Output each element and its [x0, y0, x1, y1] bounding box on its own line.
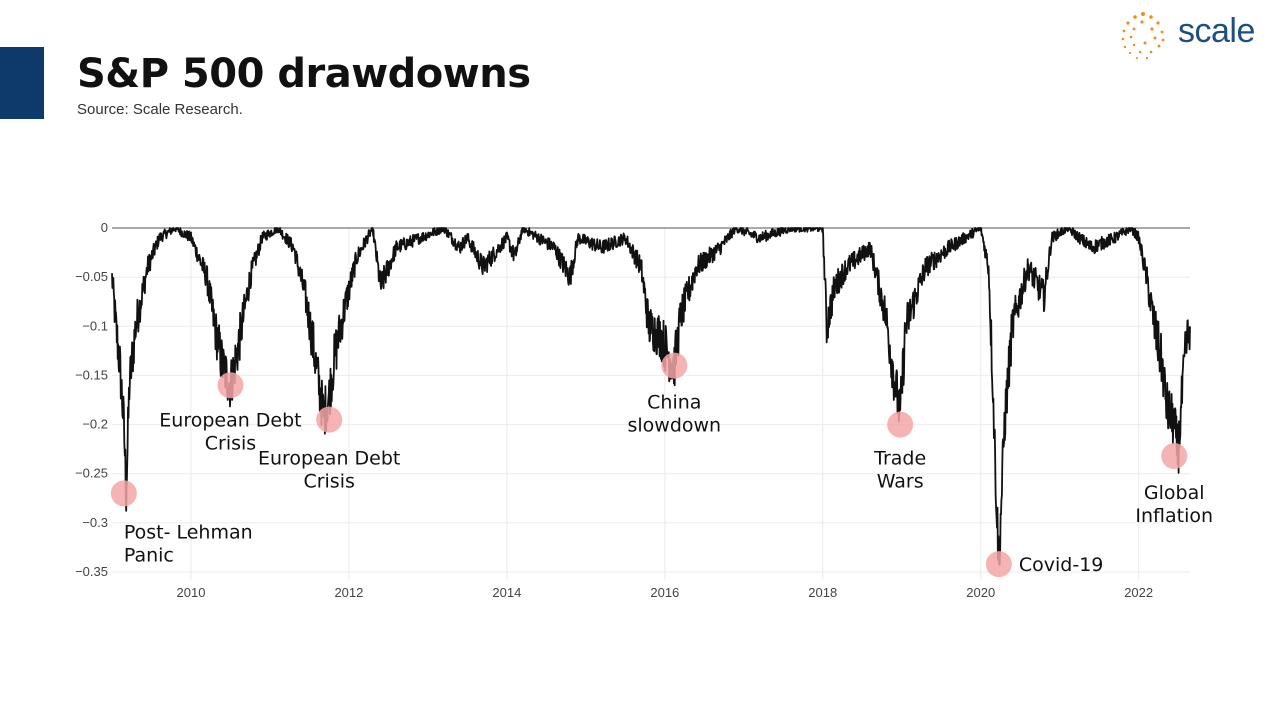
- event-marker: [985, 551, 1012, 578]
- dotted-sphere-icon: [1121, 12, 1165, 60]
- x-tick-label: 2010: [177, 585, 206, 600]
- event-marker: [661, 352, 688, 379]
- event-label: China: [647, 392, 701, 414]
- x-tick-label: 2018: [808, 585, 837, 600]
- event-marker: [217, 372, 244, 399]
- event-label: Inflation: [1135, 505, 1213, 527]
- page-title: S&P 500 drawdowns: [77, 51, 531, 97]
- x-tick-label: 2020: [966, 585, 995, 600]
- page-subtitle: Source: Scale Research.: [77, 101, 243, 118]
- x-tick-label: 2016: [650, 585, 679, 600]
- x-tick-label: 2014: [492, 585, 521, 600]
- event-label: slowdown: [627, 415, 721, 437]
- event-marker: [887, 411, 914, 438]
- logo-wordmark: scale: [1178, 12, 1255, 50]
- drawdown-line: [111, 227, 1191, 566]
- event-label: Global: [1144, 482, 1205, 504]
- title-accent-bar: [0, 47, 44, 119]
- y-tick-label: 0: [101, 220, 108, 235]
- series-layer: [111, 227, 1191, 566]
- event-label: Post- Lehman: [124, 521, 253, 543]
- axes: 0 −0.05 −0.1 −0.15 −0.2 −0.25 −0.3 −0.35 2010 201…: [75, 220, 1190, 600]
- event-label: European Debt: [258, 448, 400, 470]
- x-tick-label: 2022: [1124, 585, 1153, 600]
- scale-logo: scale: [1118, 8, 1278, 64]
- y-tick-label: −0.1: [82, 318, 108, 333]
- y-tick-label: −0.35: [75, 564, 108, 579]
- event-marker: [1161, 443, 1188, 470]
- event-label: Panic: [124, 544, 174, 566]
- y-tick-label: −0.05: [75, 269, 108, 284]
- event-label: Covid-19: [1019, 554, 1104, 576]
- y-tick-label: −0.2: [82, 417, 108, 432]
- event-label: Crisis: [303, 471, 354, 493]
- x-tick-label: 2012: [334, 585, 363, 600]
- event-label: Trade: [873, 448, 926, 470]
- y-tick-label: −0.25: [75, 466, 108, 481]
- event-label: Wars: [877, 471, 924, 493]
- event-marker: [316, 406, 343, 433]
- y-tick-label: −0.15: [75, 367, 108, 382]
- event-label: European Debt: [159, 409, 301, 431]
- y-tick-label: −0.3: [82, 515, 108, 530]
- event-label: Crisis: [205, 432, 256, 454]
- event-marker: [110, 480, 137, 507]
